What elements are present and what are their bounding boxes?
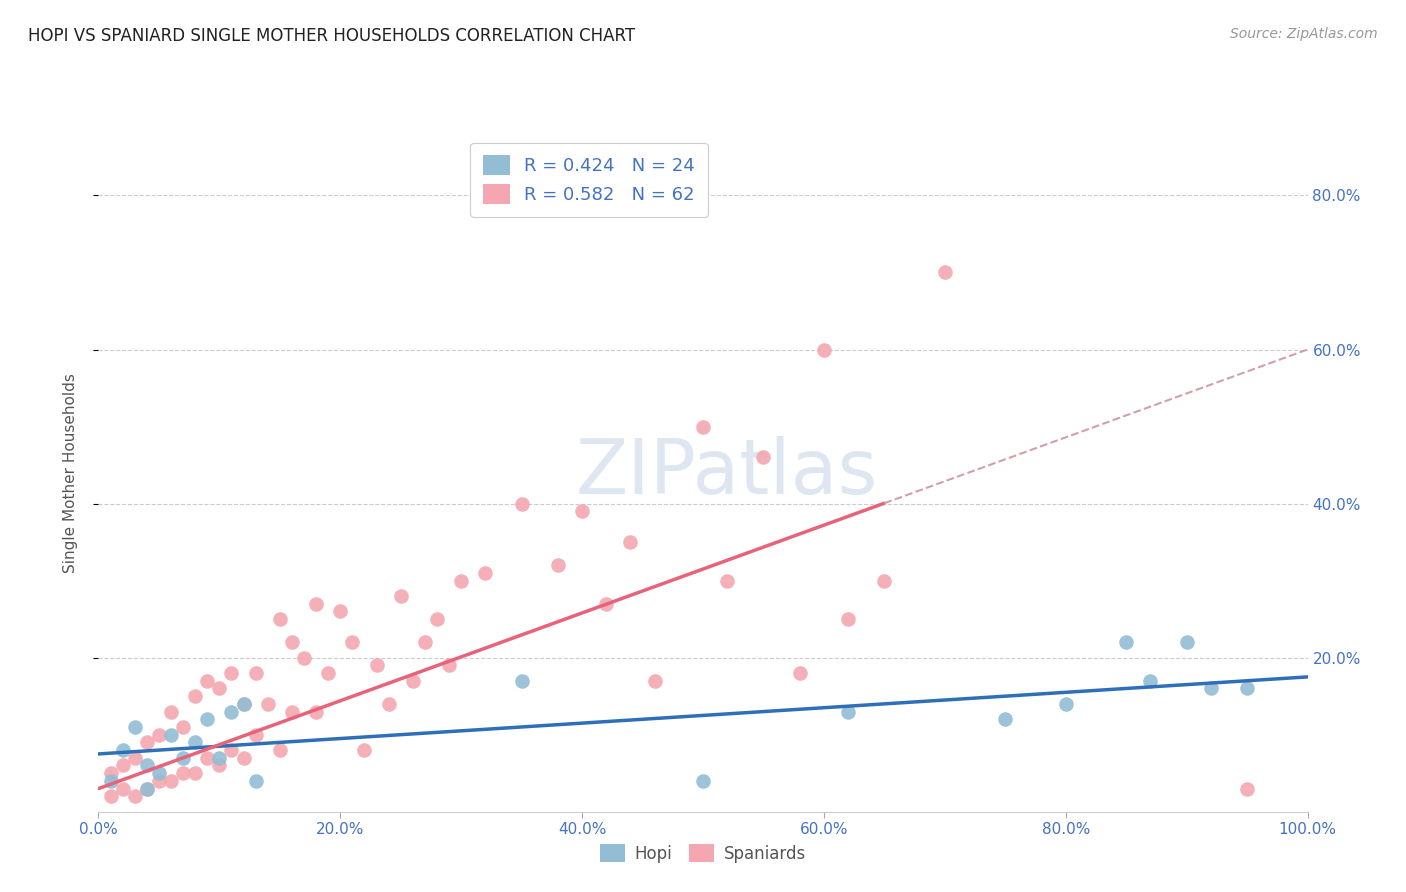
Point (413, 635, 436, 649)
Point (232, 751, 254, 765)
Point (281, 635, 304, 649)
Point (474, 566, 496, 580)
Point (148, 773, 170, 788)
Point (450, 574, 472, 588)
Point (837, 612, 859, 626)
Point (148, 728, 170, 742)
Point (510, 673, 533, 688)
Point (124, 751, 146, 765)
Point (160, 705, 183, 719)
Point (269, 743, 291, 757)
Point (245, 773, 267, 788)
Point (184, 766, 207, 780)
Point (692, 419, 714, 434)
Point (100, 789, 122, 804)
Point (195, 712, 218, 726)
Point (789, 666, 811, 681)
Point (619, 535, 641, 549)
Point (208, 751, 231, 765)
Point (353, 743, 375, 757)
Text: ZIPatlas: ZIPatlas (576, 436, 879, 509)
Point (245, 666, 267, 681)
Point (135, 781, 157, 796)
Point (437, 658, 460, 673)
Point (160, 773, 183, 788)
Point (873, 574, 896, 588)
Point (111, 743, 134, 757)
Point (124, 789, 146, 804)
Point (329, 604, 352, 618)
Point (245, 728, 267, 742)
Point (172, 720, 194, 734)
Point (426, 612, 449, 626)
Legend: Hopi, Spaniards: Hopi, Spaniards (592, 836, 814, 871)
Point (195, 673, 218, 688)
Point (184, 735, 207, 749)
Point (644, 673, 666, 688)
Point (100, 773, 122, 788)
Point (135, 758, 157, 772)
Point (547, 558, 569, 573)
Point (135, 781, 157, 796)
Point (1139, 673, 1161, 688)
Point (389, 589, 412, 603)
Point (256, 697, 278, 711)
Point (221, 743, 243, 757)
Point (1115, 635, 1137, 649)
Point (316, 666, 339, 681)
Point (100, 766, 122, 780)
Point (135, 735, 157, 749)
Point (402, 673, 425, 688)
Point (111, 758, 134, 772)
Point (208, 681, 231, 696)
Point (1054, 697, 1077, 711)
Point (837, 705, 859, 719)
Point (281, 705, 304, 719)
Point (184, 689, 207, 703)
Point (366, 658, 388, 673)
Point (172, 751, 194, 765)
Point (342, 635, 364, 649)
Point (305, 597, 328, 611)
Point (269, 612, 291, 626)
Point (813, 343, 835, 357)
Point (232, 697, 254, 711)
Point (934, 265, 956, 279)
Point (571, 504, 593, 518)
Point (208, 758, 231, 772)
Point (595, 597, 617, 611)
Point (692, 773, 714, 788)
Point (752, 450, 775, 465)
Point (148, 766, 170, 780)
Point (124, 720, 146, 734)
Point (1236, 781, 1258, 796)
Point (377, 697, 399, 711)
Point (172, 766, 194, 780)
Point (994, 712, 1017, 726)
Point (305, 705, 328, 719)
Point (160, 728, 183, 742)
Point (232, 697, 254, 711)
Point (1236, 681, 1258, 696)
Point (292, 650, 315, 665)
Point (1199, 681, 1222, 696)
Point (716, 574, 738, 588)
Point (195, 751, 218, 765)
Point (1175, 635, 1198, 649)
Text: Source: ZipAtlas.com: Source: ZipAtlas.com (1230, 27, 1378, 41)
Text: HOPI VS SPANIARD SINGLE MOTHER HOUSEHOLDS CORRELATION CHART: HOPI VS SPANIARD SINGLE MOTHER HOUSEHOLD… (28, 27, 636, 45)
Y-axis label: Single Mother Households: Single Mother Households (63, 373, 77, 573)
Point (510, 497, 533, 511)
Point (221, 705, 243, 719)
Point (221, 666, 243, 681)
Point (111, 781, 134, 796)
